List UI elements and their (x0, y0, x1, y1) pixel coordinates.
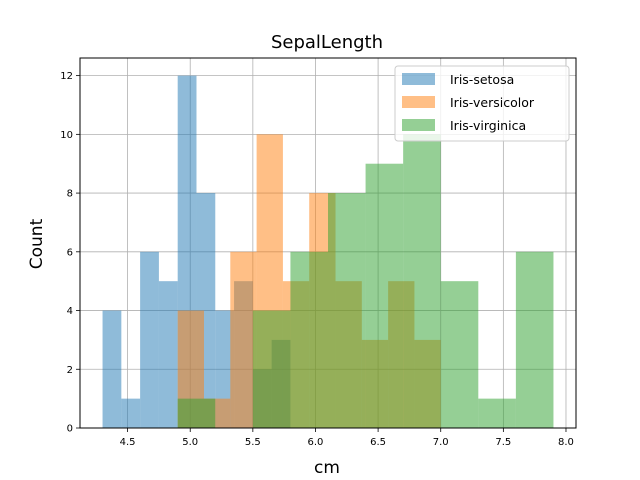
legend-swatch (402, 73, 435, 85)
x-tick-label: 5.0 (182, 437, 198, 448)
legend-label: Iris-virginica (450, 118, 526, 133)
histogram-bar (230, 251, 257, 428)
y-axis-title: Count (27, 218, 47, 269)
x-tick-label: 7.0 (433, 437, 449, 448)
histogram-bars (102, 75, 554, 428)
histogram-bar (440, 281, 479, 428)
histogram-bar (140, 251, 159, 428)
y-tick-label: 10 (60, 130, 73, 141)
plot-frame (79, 57, 577, 429)
histogram-bar (252, 310, 291, 428)
legend-swatch (402, 119, 435, 131)
y-tick-label: 2 (67, 365, 73, 376)
y-tick-label: 12 (60, 71, 73, 82)
x-tick-label: 6.5 (370, 437, 386, 448)
legend: Iris-setosa Iris-versicolor Iris-virginica (394, 65, 570, 142)
x-tick-label: 6.0 (308, 437, 324, 448)
histogram-bar (515, 251, 554, 428)
x-axis-ticks: 4.5 5.0 5.5 6.0 6.5 7.0 7.5 8.0 (120, 428, 574, 448)
y-axis-ticks: 0 2 4 6 8 10 12 (60, 71, 80, 435)
histogram-bar (328, 193, 366, 428)
histogram-bar (478, 398, 516, 428)
series-iris-virginica (177, 134, 554, 428)
legend-box (394, 65, 570, 142)
histogram-bar (403, 134, 441, 428)
y-tick-label: 8 (67, 189, 73, 200)
y-tick-label: 4 (67, 306, 73, 317)
legend-label: Iris-setosa (450, 72, 514, 87)
x-tick-label: 8.0 (558, 437, 574, 448)
histogram-bar (158, 281, 178, 428)
legend-label: Iris-versicolor (450, 95, 535, 110)
histogram-bar (102, 310, 122, 428)
y-tick-label: 0 (67, 424, 73, 435)
y-tick-label: 6 (67, 247, 73, 258)
x-axis-title: cm (314, 458, 340, 478)
chart-title: SepalLength (271, 32, 383, 53)
histogram-bar (121, 398, 141, 428)
x-tick-label: 7.5 (495, 437, 511, 448)
legend-swatch (402, 96, 435, 108)
x-tick-label: 4.5 (120, 437, 136, 448)
histogram-bar (290, 251, 328, 428)
x-tick-label: 5.5 (245, 437, 261, 448)
histogram-bar (177, 398, 216, 428)
histogram-bar (365, 163, 404, 428)
